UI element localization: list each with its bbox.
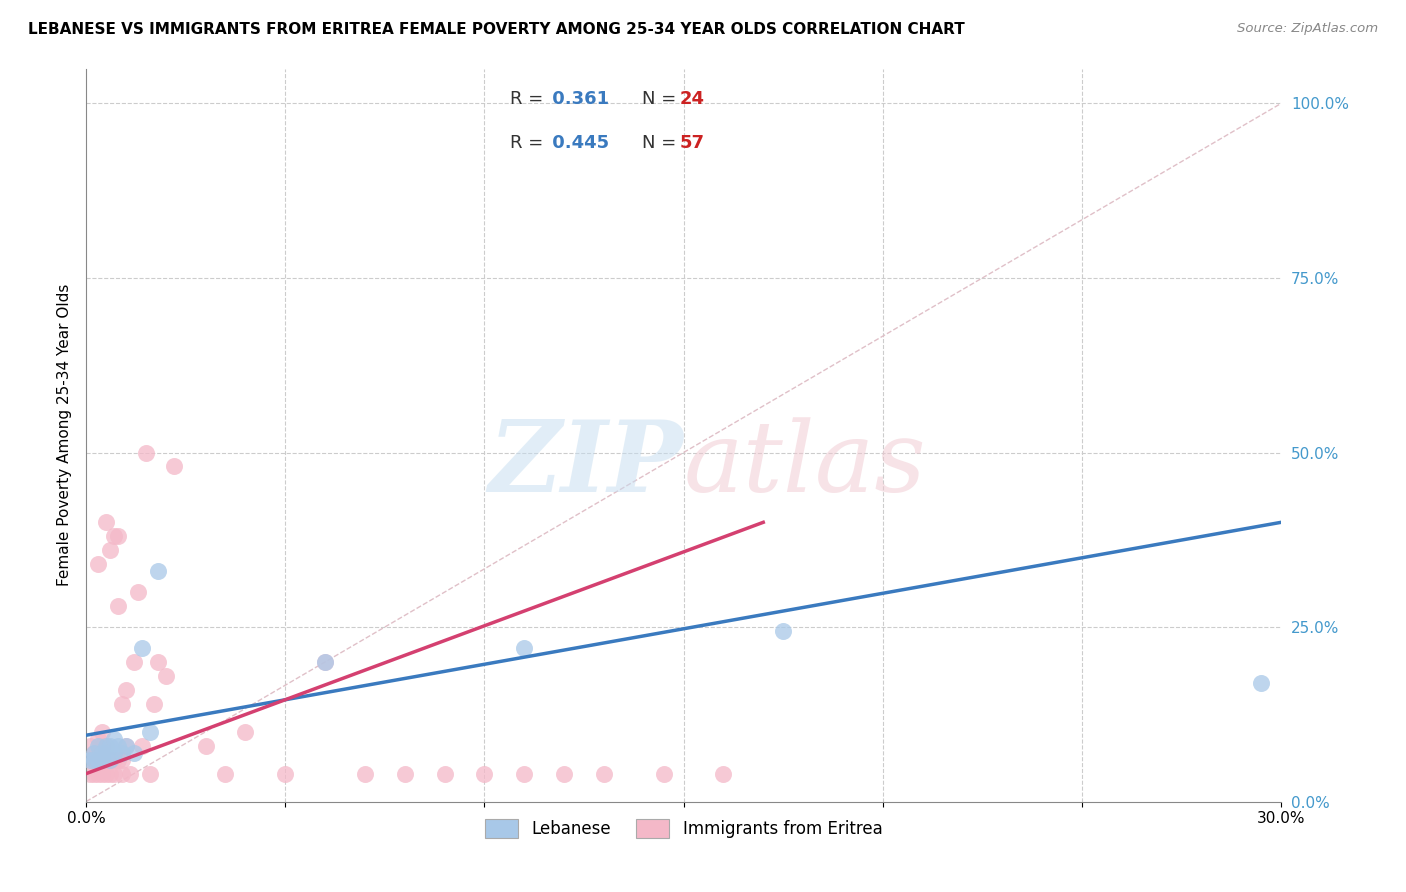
Text: 0.361: 0.361 (546, 90, 609, 108)
Text: 0.445: 0.445 (546, 135, 609, 153)
Point (107, 753, 129, 767)
Point (107, 529, 129, 543)
Point (111, 753, 134, 767)
Point (131, 739, 153, 753)
Point (115, 739, 138, 753)
Text: 57: 57 (681, 135, 704, 153)
Point (79, 753, 101, 767)
Point (83, 753, 105, 767)
Point (274, 766, 297, 780)
Point (122, 746, 145, 760)
Point (474, 766, 496, 780)
Point (83, 766, 105, 780)
Point (87, 739, 110, 753)
Point (91, 766, 114, 780)
Point (163, 459, 186, 474)
Text: R =: R = (510, 135, 550, 153)
Point (94, 766, 117, 780)
Point (103, 731, 125, 746)
Text: N =: N = (641, 135, 682, 153)
Point (83, 746, 105, 760)
Point (1250, 676, 1272, 690)
Point (155, 669, 177, 683)
Point (103, 766, 125, 780)
Point (94, 753, 117, 767)
Text: LEBANESE VS IMMIGRANTS FROM ERITREA FEMALE POVERTY AMONG 25-34 YEAR OLDS CORRELA: LEBANESE VS IMMIGRANTS FROM ERITREA FEMA… (28, 22, 965, 37)
Point (214, 766, 236, 780)
Point (91, 724, 114, 739)
Point (83, 753, 105, 767)
Y-axis label: Female Poverty Among 25-34 Year Olds: Female Poverty Among 25-34 Year Olds (58, 284, 72, 586)
Point (115, 739, 138, 753)
Point (713, 766, 735, 780)
Point (146, 564, 169, 578)
Point (107, 739, 129, 753)
Point (394, 766, 416, 780)
Point (87, 759, 110, 773)
Point (103, 746, 125, 760)
Point (139, 724, 162, 739)
Point (652, 766, 675, 780)
Point (79, 753, 101, 767)
Point (354, 766, 377, 780)
Point (513, 766, 536, 780)
Point (127, 585, 149, 599)
Legend: Lebanese, Immigrants from Eritrea: Lebanese, Immigrants from Eritrea (478, 812, 889, 845)
Text: atlas: atlas (683, 417, 927, 512)
Point (139, 766, 162, 780)
Point (115, 682, 138, 697)
Point (142, 697, 165, 711)
Point (98, 753, 121, 767)
Point (91, 739, 114, 753)
Point (131, 640, 153, 655)
Point (314, 655, 336, 669)
Point (553, 766, 575, 780)
Point (91, 753, 114, 767)
Point (94, 746, 117, 760)
Point (194, 739, 217, 753)
Point (83, 746, 105, 760)
Point (98, 753, 121, 767)
Point (111, 746, 134, 760)
Text: Source: ZipAtlas.com: Source: ZipAtlas.com (1237, 22, 1378, 36)
Point (111, 766, 134, 780)
Point (94, 739, 117, 753)
Point (433, 766, 456, 780)
Point (103, 529, 125, 543)
Point (87, 766, 110, 780)
Point (146, 655, 169, 669)
Point (107, 599, 129, 613)
Point (98, 543, 121, 558)
Point (94, 516, 117, 530)
Point (513, 640, 536, 655)
Point (94, 739, 117, 753)
Point (772, 624, 794, 638)
Point (98, 766, 121, 780)
Point (314, 655, 336, 669)
Point (87, 746, 110, 760)
Point (79, 766, 101, 780)
Point (87, 753, 110, 767)
Point (91, 746, 114, 760)
Point (135, 445, 157, 459)
Point (118, 766, 141, 780)
Text: 24: 24 (681, 90, 704, 108)
Point (593, 766, 616, 780)
Point (91, 753, 114, 767)
Point (111, 697, 134, 711)
Point (235, 724, 257, 739)
Text: ZIP: ZIP (488, 417, 683, 513)
Point (98, 739, 121, 753)
Point (103, 753, 125, 767)
Point (79, 739, 101, 753)
Text: R =: R = (510, 90, 550, 108)
Point (87, 558, 110, 572)
Point (87, 731, 110, 746)
Text: N =: N = (641, 90, 682, 108)
Point (122, 655, 145, 669)
